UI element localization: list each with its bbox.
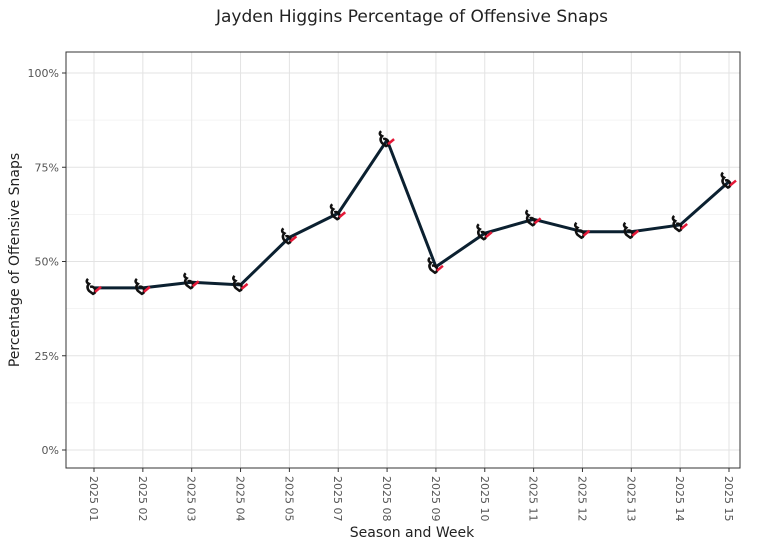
x-tick-label: 2025 11 [527, 476, 540, 522]
plot-border [65, 51, 741, 469]
texans-logo-icon [476, 223, 493, 241]
y-axis-label: Percentage of Offensive Snaps [7, 153, 23, 367]
x-tick-label: 2025 12 [575, 476, 588, 522]
texans-logo-icon [720, 171, 737, 189]
texans-logo-icon [525, 209, 542, 227]
x-tick-label: 2025 07 [331, 476, 344, 522]
texans-logo-icon [573, 221, 591, 240]
x-tick-label: 2025 03 [185, 476, 198, 522]
chart-title: Jayden Higgins Percentage of Offensive S… [215, 7, 608, 27]
texans-logo-icon [183, 272, 200, 290]
texans-logo-icon [134, 278, 151, 296]
x-tick-label: 2025 09 [429, 476, 442, 522]
texans-logo-icon [671, 215, 688, 233]
y-tick-label: 50% [35, 256, 59, 269]
texans-logo-icon [280, 227, 298, 245]
y-tick-label: 75% [35, 161, 59, 174]
texans-logo-icon [378, 130, 395, 148]
x-tick-label: 2025 15 [722, 476, 735, 522]
series-line [94, 138, 730, 290]
texans-logo-icon [85, 278, 102, 296]
plot-background [66, 52, 740, 468]
x-tick-label: 2025 08 [380, 476, 393, 522]
texans-logo-icon [232, 274, 249, 293]
x-tick-label: 2025 04 [234, 476, 247, 522]
texans-logo-icon [329, 203, 347, 221]
x-tick-label: 2025 05 [282, 476, 295, 522]
texans-logo-icon [427, 256, 444, 275]
y-tick-label: 0% [42, 444, 59, 457]
x-tick-label: 2025 13 [624, 476, 637, 522]
x-tick-label: 2025 01 [87, 476, 100, 522]
texans-logo-icon [622, 221, 640, 240]
x-axis-label: Season and Week [350, 525, 475, 541]
x-tick-label: 2025 14 [673, 476, 686, 522]
y-tick-label: 100% [28, 67, 59, 80]
x-tick-label: 2025 02 [136, 476, 149, 522]
y-tick-label: 25% [35, 350, 59, 363]
x-tick-label: 2025 10 [478, 476, 491, 522]
